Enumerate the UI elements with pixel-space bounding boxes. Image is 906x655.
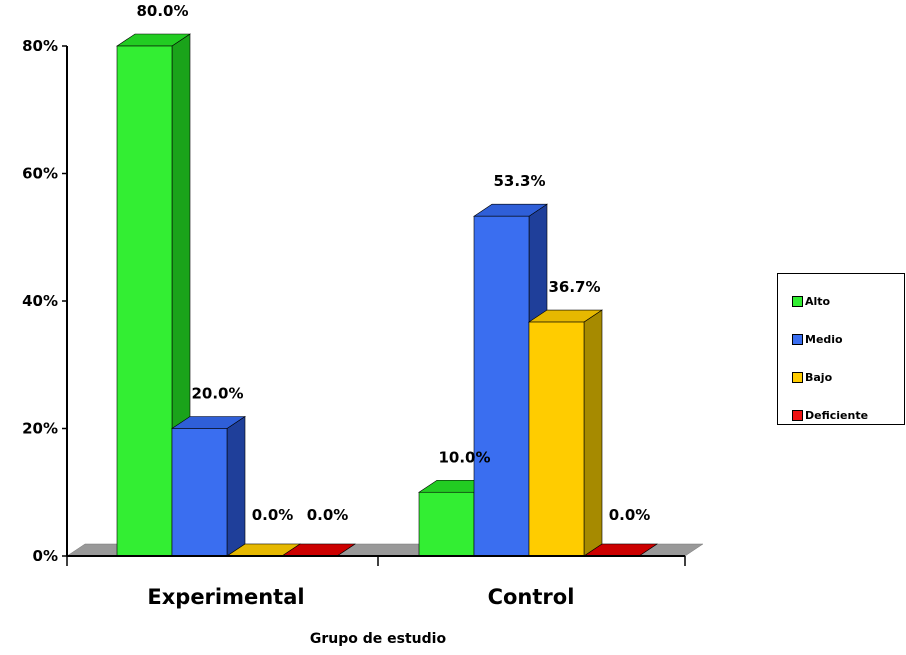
category-label: Control — [488, 585, 575, 609]
data-label: 53.3% — [493, 172, 545, 190]
legend-swatch — [792, 333, 803, 345]
data-label: 80.0% — [136, 2, 188, 20]
category-label: Experimental — [147, 585, 304, 609]
legend-item-bajo: Bajo — [792, 358, 904, 396]
data-labels: 80.0% 20.0% 0.0% 0.0% 10.0% 53.3% 36.7% 0.0% — [136, 2, 650, 524]
legend-swatch — [792, 295, 803, 307]
data-label: 10.0% — [438, 448, 490, 466]
y-ticks: 0% 20% 40% 60% 80% — [22, 37, 67, 565]
legend-label: Deficiente — [805, 408, 869, 422]
legend-item-alto: Alto — [792, 282, 904, 320]
data-label: 0.0% — [609, 506, 651, 524]
bar-medio-experimental — [171, 415, 246, 557]
legend-item-medio: Medio — [792, 320, 904, 358]
data-label: 36.7% — [548, 278, 600, 296]
bar-front — [418, 491, 475, 557]
legend-item-deficiente: Deficiente — [792, 396, 904, 434]
bar-bajo-control — [528, 309, 603, 557]
bar-front — [528, 321, 585, 557]
legend: Alto Medio Bajo Deficiente — [777, 273, 905, 425]
data-label: 0.0% — [252, 506, 294, 524]
bars-layer — [116, 33, 658, 557]
legend-label: Medio — [805, 332, 843, 346]
y-tick-label: 60% — [22, 165, 58, 183]
legend-swatch — [792, 409, 803, 421]
y-tick-label: 0% — [33, 547, 58, 565]
bar-front — [473, 215, 530, 557]
y-tick-label: 20% — [22, 420, 58, 438]
data-label: 0.0% — [307, 506, 349, 524]
category-labels: Experimental Control — [66, 556, 686, 609]
y-tick-label: 80% — [22, 37, 58, 55]
x-axis-title: Grupo de estudio — [310, 631, 447, 647]
legend-label: Alto — [805, 294, 831, 308]
legend-label: Bajo — [805, 370, 833, 384]
bar-side — [226, 415, 246, 557]
y-tick-label: 40% — [22, 292, 58, 310]
bar-deficiente-experimental — [281, 543, 356, 557]
bar-side — [583, 309, 603, 557]
data-label: 20.0% — [191, 385, 243, 403]
legend-swatch — [792, 371, 803, 383]
bar-front — [171, 428, 228, 557]
bar-front — [116, 45, 173, 557]
